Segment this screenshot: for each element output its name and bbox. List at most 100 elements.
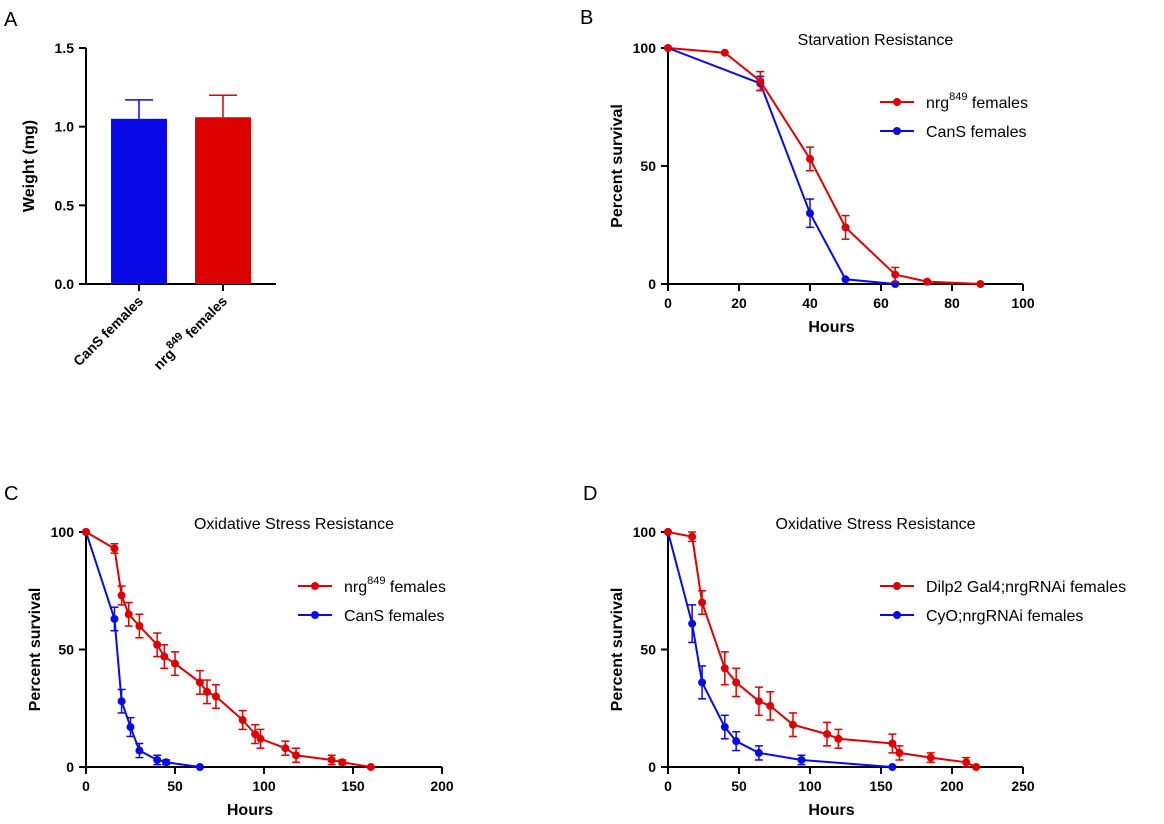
- panel-letter: A: [4, 9, 18, 31]
- legend-label-text-rest: females: [967, 95, 1027, 112]
- data-point: [976, 280, 985, 288]
- data-point: [823, 730, 832, 739]
- y-tick-label: 100: [633, 524, 657, 540]
- x-tick-label: 100: [1011, 295, 1035, 311]
- series-line: [667, 531, 893, 768]
- legend-label: nrg849 females: [926, 91, 1028, 112]
- data-point: [841, 223, 850, 232]
- data-point: [698, 598, 707, 607]
- data-point: [110, 614, 119, 623]
- data-point: [841, 275, 850, 284]
- legend-label: Dilp2 Gal4;nrgRNAi females: [926, 579, 1126, 596]
- x-tick-label: 50: [167, 778, 183, 794]
- legend-label-text-rest: females: [385, 579, 445, 596]
- x-axis-label: Hours: [808, 319, 854, 336]
- data-point: [806, 209, 814, 218]
- y-tick-label: 1.5: [55, 40, 75, 56]
- legend-label: CanS females: [926, 124, 1027, 141]
- legend-label: CyO;nrgRNAi females: [926, 608, 1083, 625]
- x-tick-label: 80: [944, 295, 960, 311]
- x-tick-label: 40: [802, 295, 818, 311]
- legend-label-superscript: 849: [367, 575, 385, 587]
- x-tick-label-text-rest: females: [179, 293, 230, 344]
- x-tick-label: 0: [664, 778, 672, 794]
- legend-swatch-marker: [311, 582, 319, 590]
- data-point: [664, 44, 672, 52]
- bar: [195, 117, 251, 284]
- data-point: [203, 687, 212, 696]
- x-tick-label: 150: [341, 778, 365, 794]
- x-tick-label: CanS females: [70, 293, 146, 369]
- legend-label-text: CanS females: [344, 608, 445, 625]
- data-point: [117, 697, 126, 706]
- legend-label-text: Dilp2 Gal4;nrgRNAi females: [926, 579, 1126, 596]
- x-tick-label-text: CanS females: [70, 293, 146, 369]
- panel-letter: D: [583, 483, 597, 505]
- legend-swatch-marker: [893, 127, 901, 135]
- legend-swatch-marker: [893, 582, 901, 590]
- x-tick-label: nrg849 females: [148, 291, 230, 373]
- data-point: [720, 48, 729, 57]
- legend-label-text: CyO;nrgRNAi females: [926, 608, 1083, 625]
- data-point: [160, 652, 169, 661]
- data-point: [110, 544, 119, 553]
- legend-label: CanS females: [344, 608, 445, 625]
- data-point: [754, 697, 763, 706]
- panel-letter: B: [580, 7, 593, 29]
- legend-swatch-marker: [893, 611, 901, 619]
- data-point: [923, 277, 932, 286]
- y-tick-label: 0: [648, 276, 656, 292]
- panel-d: D 0 50 100 Percent survival 0 50 100 150 200 250 Ho…: [583, 483, 1126, 819]
- y-tick-label: 0: [66, 759, 74, 775]
- data-point: [162, 758, 171, 767]
- y-axis-label: Percent survival: [27, 588, 44, 712]
- legend-swatch-marker: [311, 611, 319, 619]
- bar: [111, 118, 167, 284]
- x-tick-label: 0: [664, 295, 672, 311]
- panel-a: A 0.0 0.5 1.0 1.5 Weight (mg) CanS females nrg8…: [4, 9, 276, 373]
- x-axis-label: Hours: [808, 802, 854, 819]
- data-point: [195, 678, 204, 687]
- data-point: [251, 730, 260, 739]
- data-point: [756, 77, 765, 86]
- data-point: [720, 664, 729, 673]
- data-point: [688, 532, 697, 541]
- x-tick-label: 250: [1011, 778, 1035, 794]
- y-tick-label: 0.5: [55, 197, 75, 213]
- y-tick-label: 0.0: [55, 276, 75, 292]
- y-tick-label: 100: [633, 40, 657, 56]
- chart-title: Starvation Resistance: [798, 32, 954, 49]
- data-point: [732, 678, 741, 687]
- data-point: [195, 763, 204, 771]
- data-point: [788, 720, 797, 729]
- data-point: [292, 751, 301, 760]
- data-point: [688, 619, 697, 628]
- y-axis-label: Weight (mg): [21, 120, 38, 212]
- data-point: [962, 758, 971, 767]
- data-point: [327, 755, 336, 764]
- x-tick-label: 200: [430, 778, 454, 794]
- data-point: [732, 737, 741, 746]
- x-tick-label: 100: [252, 778, 276, 794]
- y-tick-label: 0: [648, 759, 656, 775]
- legend-label-superscript: 849: [949, 91, 967, 103]
- chart-title: Oxidative Stress Resistance: [194, 516, 394, 533]
- x-tick-label: 200: [940, 778, 964, 794]
- data-point: [926, 753, 935, 762]
- data-point: [153, 640, 162, 649]
- data-point: [664, 528, 672, 536]
- data-point: [256, 734, 265, 743]
- chart-title: Oxidative Stress Resistance: [775, 516, 975, 533]
- y-tick-label: 50: [640, 158, 656, 174]
- data-point: [126, 723, 135, 732]
- legend-label-text: CanS females: [926, 124, 1027, 141]
- series-line: [85, 531, 201, 768]
- panel-c: C 0 50 100 Percent survival 0 50 100 150 200 Hours…: [4, 483, 454, 819]
- data-point: [888, 763, 897, 771]
- y-tick-label: 50: [640, 642, 656, 658]
- data-point: [135, 746, 144, 755]
- data-point: [171, 659, 179, 668]
- data-point: [797, 755, 806, 764]
- data-point: [806, 154, 814, 163]
